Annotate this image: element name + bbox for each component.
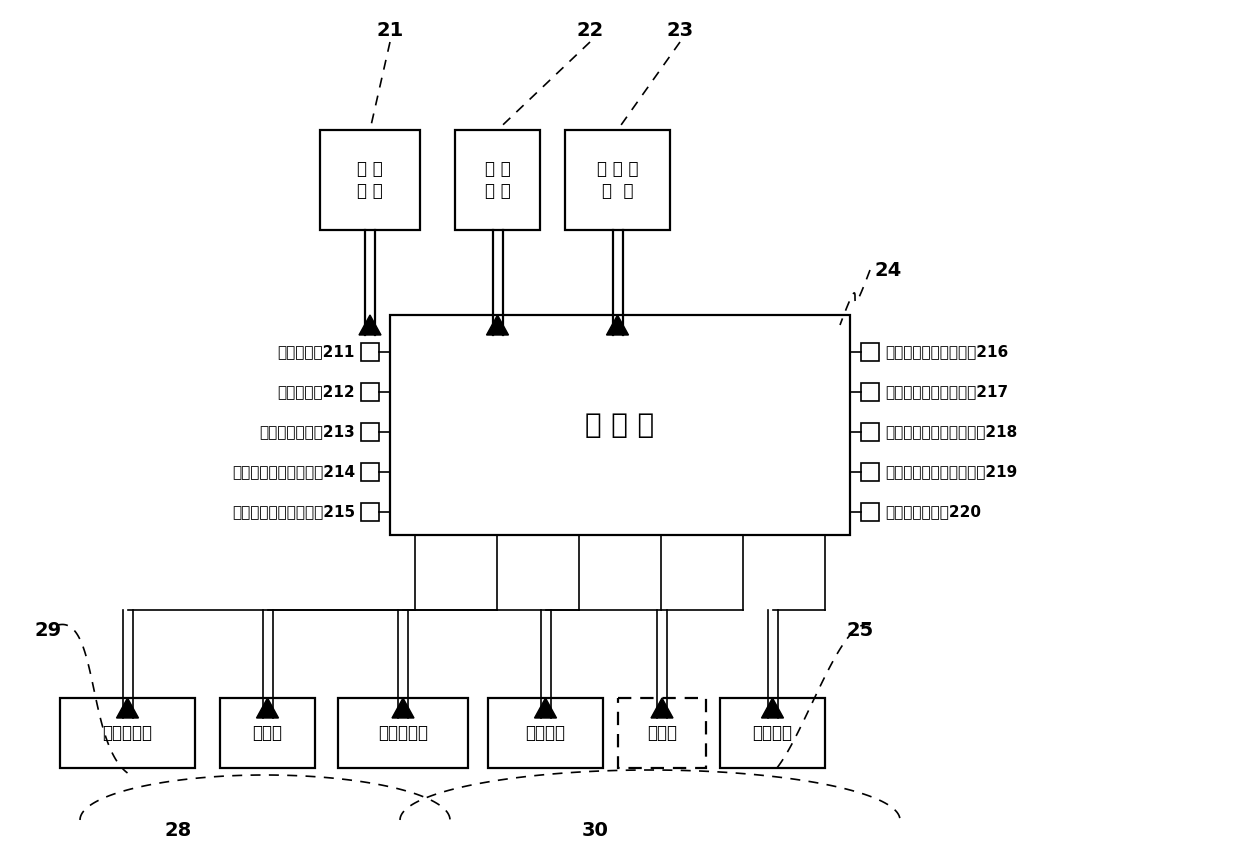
Polygon shape [486,315,508,335]
Text: 出油精滤器压力传感器215: 出油精滤器压力传感器215 [232,505,355,519]
Bar [219,698,315,768]
Bar [361,503,379,521]
Text: 回油精滤器压力传感器217: 回油精滤器压力传感器217 [885,385,1008,399]
Bar [618,698,706,768]
Text: 油位传感器212: 油位传感器212 [278,385,355,399]
Bar [361,383,379,401]
Text: 油温传感器211: 油温传感器211 [278,345,355,359]
Text: 自 清 洁
按  钮: 自 清 洁 按 钮 [596,160,639,200]
Bar [861,503,879,521]
Text: 发动机: 发动机 [647,724,677,742]
Bar [565,130,670,230]
Bar [361,343,379,361]
Text: 自清洁精滤器压力传感器219: 自清洁精滤器压力传感器219 [885,464,1017,480]
Polygon shape [392,698,414,718]
Polygon shape [257,698,279,718]
Text: 24: 24 [874,261,901,279]
Polygon shape [761,698,784,718]
Bar [861,383,879,401]
Bar [339,698,467,768]
Bar [861,463,879,481]
Text: 风扇转速传感器213: 风扇转速传感器213 [259,424,355,440]
Bar [361,463,379,481]
Polygon shape [117,698,139,718]
Text: 显示终端: 显示终端 [526,724,565,742]
Text: 自清洁粗滤器压力传感器218: 自清洁粗滤器压力传感器218 [885,424,1017,440]
Text: 加热器: 加热器 [253,724,283,742]
Bar [320,130,420,230]
Text: 油缸位置传感器220: 油缸位置传感器220 [885,505,981,519]
Text: 25: 25 [847,620,874,639]
Text: 28: 28 [165,820,192,840]
Bar [720,698,825,768]
Bar [861,423,879,441]
Text: 机 型
按 钮: 机 型 按 钮 [357,160,383,200]
Bar [861,343,879,361]
Polygon shape [606,315,629,335]
Polygon shape [360,315,381,335]
Text: 输 入
终 端: 输 入 终 端 [485,160,511,200]
Text: 液压泵电机: 液压泵电机 [103,724,153,742]
Text: 29: 29 [35,620,62,639]
Text: 液压电磁阀: 液压电磁阀 [378,724,428,742]
Bar [361,423,379,441]
Text: 风扇电机: 风扇电机 [753,724,792,742]
Bar [489,698,603,768]
Polygon shape [534,698,557,718]
Text: 控 制 器: 控 制 器 [585,411,655,439]
Text: 23: 23 [666,21,693,39]
Text: 出油粗滤器压力传感器214: 出油粗滤器压力传感器214 [232,464,355,480]
Bar [455,130,539,230]
Bar [60,698,195,768]
Text: 回油粗滤器压力传感器216: 回油粗滤器压力传感器216 [885,345,1008,359]
Polygon shape [651,698,673,718]
Text: 21: 21 [377,21,404,39]
Text: 30: 30 [582,820,609,840]
Bar [391,315,849,535]
Text: 22: 22 [577,21,604,39]
